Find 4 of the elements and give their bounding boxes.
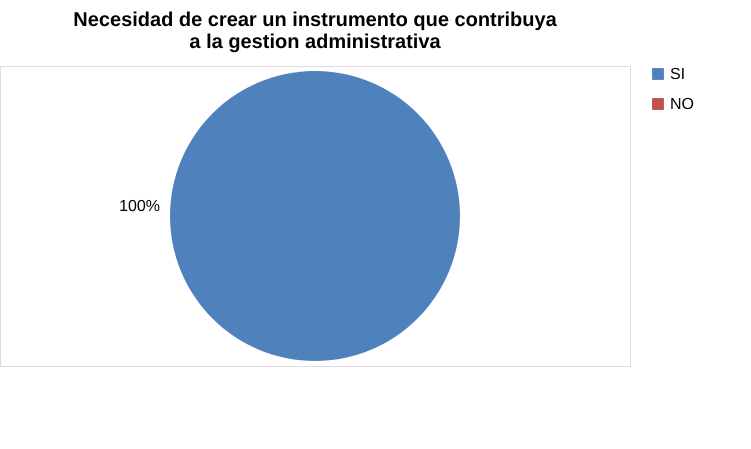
legend-label: SI xyxy=(670,66,686,83)
legend-label: NO xyxy=(670,96,694,113)
chart-title: Necesidad de crear un instrumento que contribuya a la gestion administrativa xyxy=(73,9,558,53)
data-label: 100% xyxy=(119,198,160,215)
